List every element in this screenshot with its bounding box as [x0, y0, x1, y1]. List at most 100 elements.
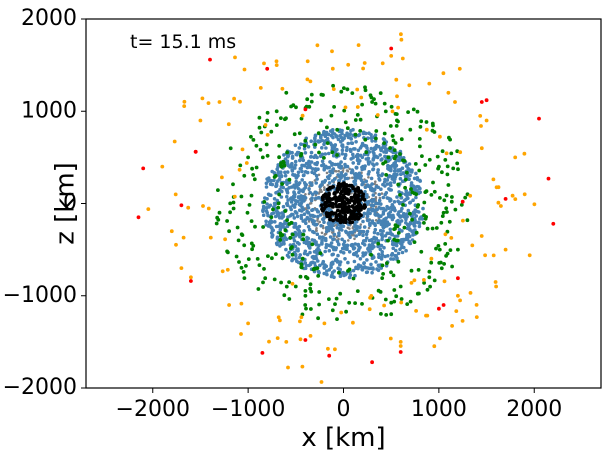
- data-point: [269, 193, 273, 197]
- data-point: [328, 203, 332, 208]
- data-point: [310, 238, 315, 242]
- data-point: [259, 130, 264, 135]
- data-point: [350, 91, 355, 95]
- data-point: [305, 170, 310, 175]
- data-point: [406, 110, 410, 114]
- data-point: [290, 156, 295, 160]
- data-point: [455, 149, 460, 154]
- data-point: [359, 95, 364, 100]
- data-point: [394, 163, 399, 168]
- data-point: [381, 212, 386, 216]
- data-point: [260, 351, 265, 355]
- data-point: [257, 125, 262, 130]
- y-axis-label: z [km]: [51, 162, 81, 245]
- data-point: [460, 199, 465, 204]
- data-point: [339, 249, 343, 254]
- data-point: [356, 263, 361, 267]
- data-point: [292, 216, 297, 220]
- data-point: [313, 190, 318, 195]
- data-point: [446, 183, 451, 187]
- data-point: [141, 166, 146, 171]
- data-point: [189, 279, 193, 283]
- data-point: [457, 66, 462, 71]
- data-point: [293, 143, 298, 148]
- data-point: [335, 147, 339, 152]
- data-point: [445, 164, 450, 169]
- data-point: [340, 246, 345, 251]
- data-point: [275, 242, 279, 247]
- data-point: [382, 101, 387, 106]
- data-point: [264, 142, 269, 147]
- data-point: [412, 176, 417, 181]
- data-point: [333, 347, 337, 352]
- data-point: [362, 265, 367, 269]
- data-point: [356, 203, 361, 208]
- data-point: [409, 268, 414, 273]
- data-point: [386, 163, 390, 168]
- data-point: [394, 248, 398, 253]
- data-point: [308, 334, 313, 338]
- data-point: [279, 163, 283, 168]
- data-point: [418, 179, 423, 183]
- data-point: [399, 137, 404, 142]
- data-point: [351, 152, 355, 157]
- data-point: [182, 104, 187, 108]
- data-point: [428, 284, 432, 289]
- data-point: [315, 232, 320, 236]
- data-point: [244, 161, 249, 165]
- data-point: [300, 364, 305, 369]
- data-point: [346, 260, 350, 265]
- data-point: [287, 222, 292, 226]
- data-point: [322, 166, 327, 170]
- data-point: [344, 148, 349, 153]
- data-point: [362, 261, 366, 266]
- data-point: [293, 230, 298, 235]
- data-point: [353, 174, 358, 178]
- x-tick-label: −1000: [211, 397, 285, 422]
- data-point: [249, 193, 254, 198]
- data-point: [403, 177, 408, 182]
- data-point: [337, 270, 341, 275]
- data-point: [308, 181, 312, 185]
- data-point: [373, 227, 378, 232]
- data-point: [338, 262, 342, 267]
- data-point: [269, 219, 273, 223]
- x-tick-label: 2000: [506, 397, 562, 422]
- data-point: [280, 182, 284, 186]
- data-point: [368, 184, 372, 188]
- data-point: [329, 241, 334, 245]
- data-point: [328, 185, 332, 190]
- data-point: [324, 242, 329, 247]
- data-point: [302, 199, 306, 203]
- data-point: [304, 221, 308, 226]
- data-point: [329, 113, 334, 118]
- data-point: [301, 232, 306, 237]
- data-point: [375, 162, 379, 166]
- data-point: [295, 227, 300, 231]
- x-tick-label: 0: [337, 397, 351, 422]
- data-point: [261, 209, 265, 213]
- data-point: [257, 115, 262, 120]
- data-point: [399, 300, 404, 305]
- data-point: [399, 37, 404, 42]
- data-point: [293, 173, 297, 177]
- data-point: [532, 202, 537, 207]
- data-point: [422, 278, 426, 282]
- data-point: [353, 132, 358, 137]
- data-point: [308, 286, 313, 291]
- data-point: [367, 226, 371, 230]
- data-point: [278, 187, 282, 192]
- data-point: [398, 176, 403, 181]
- data-point: [427, 81, 432, 86]
- data-point: [369, 262, 373, 267]
- data-point: [301, 237, 306, 242]
- data-point: [484, 118, 489, 123]
- data-point: [460, 319, 465, 323]
- data-point: [393, 208, 397, 213]
- data-point: [316, 131, 321, 136]
- data-point: [331, 83, 335, 88]
- data-point: [296, 187, 301, 191]
- data-point: [389, 54, 394, 58]
- data-point: [424, 127, 429, 132]
